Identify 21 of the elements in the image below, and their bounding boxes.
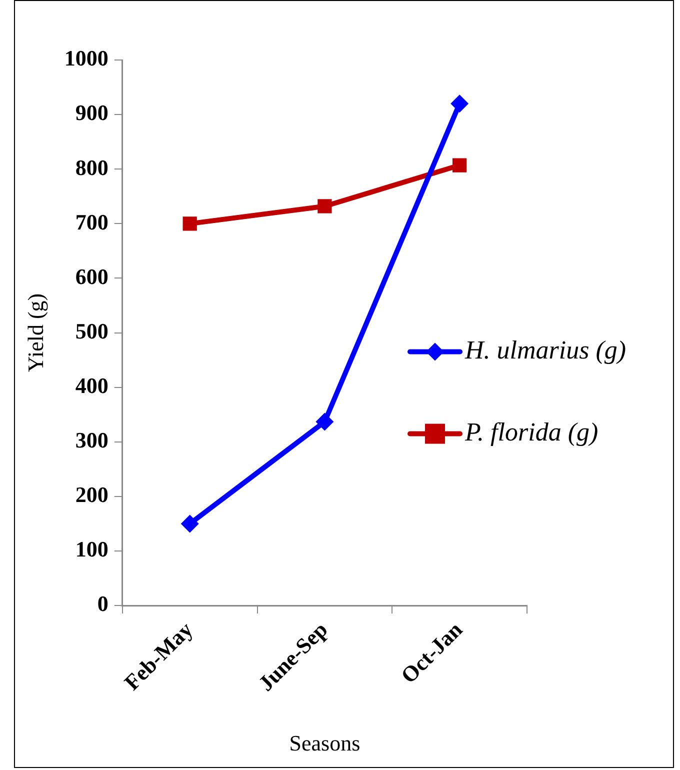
y-tick-label: 900 bbox=[75, 100, 108, 126]
legend-label: P. florida (g) bbox=[464, 418, 598, 447]
y-tick-label: 800 bbox=[75, 154, 108, 180]
x-axis-title: Seasons bbox=[289, 730, 360, 756]
y-tick-label: 0 bbox=[97, 591, 108, 616]
point bbox=[318, 199, 332, 214]
y-tick-label: 100 bbox=[75, 536, 108, 562]
y-tick-label: 500 bbox=[75, 318, 108, 344]
y-axis-title: Yield (g) bbox=[22, 293, 48, 372]
y-tick-label: 400 bbox=[75, 373, 108, 398]
y-tick-label: 600 bbox=[75, 264, 108, 289]
y-tick-label: 1000 bbox=[64, 46, 108, 71]
point bbox=[180, 514, 199, 533]
point bbox=[452, 158, 467, 172]
point bbox=[316, 412, 334, 431]
legend-label: H. ulmarius (g) bbox=[464, 336, 626, 365]
y-tick-label: 700 bbox=[75, 209, 108, 234]
point bbox=[450, 94, 469, 113]
point bbox=[182, 216, 197, 231]
y-tick-label: 200 bbox=[75, 482, 108, 508]
y-tick-label: 300 bbox=[75, 428, 108, 453]
